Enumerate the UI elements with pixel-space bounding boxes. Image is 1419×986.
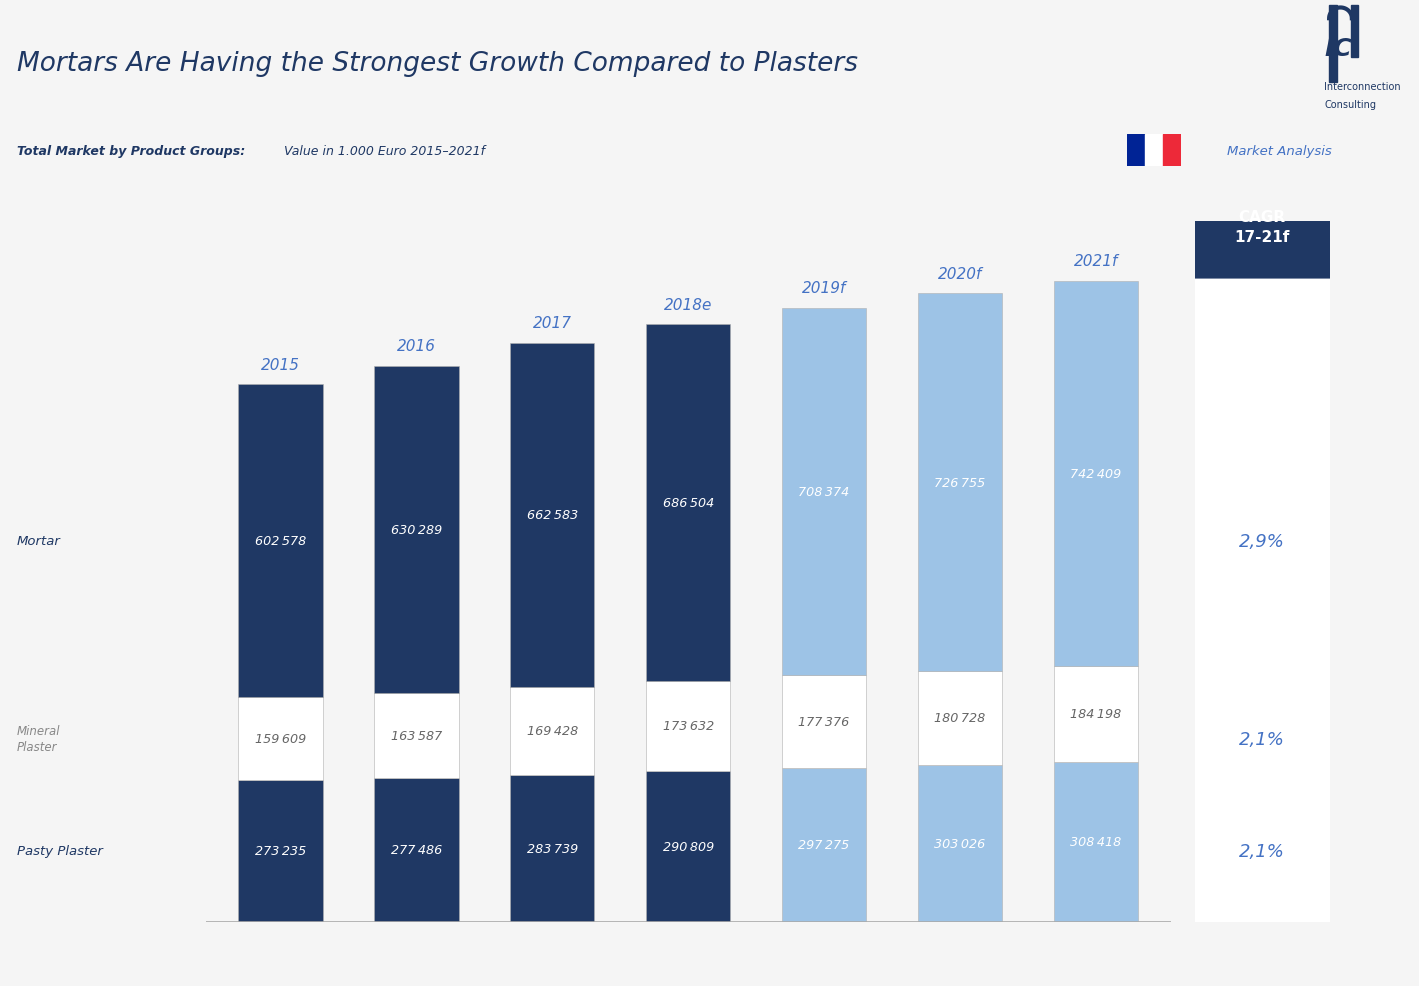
Text: 169 428: 169 428 (526, 725, 578, 738)
Bar (1145, 135, 1162, 167)
FancyBboxPatch shape (0, 274, 1419, 930)
Text: 163 587: 163 587 (390, 729, 443, 742)
Text: 686 504: 686 504 (663, 497, 714, 510)
Text: 180 728: 180 728 (934, 712, 986, 725)
Text: 708 374: 708 374 (799, 486, 850, 499)
Text: 277 486: 277 486 (390, 843, 443, 857)
Text: 297 275: 297 275 (799, 838, 850, 851)
Text: 662 583: 662 583 (526, 509, 578, 522)
Bar (646, 771, 731, 922)
Bar (782, 675, 866, 768)
Text: 2017: 2017 (532, 316, 572, 330)
Bar (1054, 667, 1138, 762)
Text: IC: IC (1324, 36, 1352, 61)
Text: 2,1%: 2,1% (1239, 730, 1286, 747)
Bar (375, 367, 458, 693)
Text: 159 609: 159 609 (255, 733, 307, 745)
Text: CAGR
17-21f: CAGR 17-21f (1235, 210, 1290, 245)
Text: Pasty Plaster: Pasty Plaster (17, 845, 104, 858)
Bar (1162, 135, 1181, 167)
Text: 184 198: 184 198 (1070, 708, 1121, 721)
Text: Interconnection: Interconnection (1324, 82, 1401, 92)
Text: 2019f: 2019f (802, 281, 846, 296)
Bar (1351, 7, 1358, 58)
Bar (646, 325, 731, 681)
Text: Value in 1.000 Euro 2015–2021f: Value in 1.000 Euro 2015–2021f (280, 144, 484, 158)
Text: 308 418: 308 418 (1070, 835, 1121, 848)
Text: Market Analysis: Market Analysis (1227, 144, 1332, 158)
Bar (238, 697, 322, 780)
Bar (1330, 6, 1337, 84)
Bar (375, 778, 458, 922)
Bar (646, 681, 731, 771)
Bar (1054, 762, 1138, 922)
Text: Mineral
Plaster: Mineral Plaster (17, 725, 61, 753)
Bar (782, 309, 866, 675)
Text: 742 409: 742 409 (1070, 467, 1121, 480)
Text: 177 376: 177 376 (799, 715, 850, 729)
Text: 630 289: 630 289 (390, 524, 443, 536)
Text: Mortars Are Having the Strongest Growth Compared to Plasters: Mortars Are Having the Strongest Growth … (17, 51, 858, 77)
Text: Mortar: Mortar (17, 534, 61, 547)
Text: 2,1%: 2,1% (1239, 842, 1286, 860)
Text: 283 739: 283 739 (526, 842, 578, 855)
Bar (918, 765, 1002, 922)
Bar (238, 780, 322, 922)
Text: Total Market by Product Groups:: Total Market by Product Groups: (17, 144, 245, 158)
Text: 2016: 2016 (397, 339, 436, 354)
Text: 273 235: 273 235 (255, 845, 307, 858)
Text: 303 026: 303 026 (934, 837, 986, 850)
Bar (918, 671, 1002, 765)
Bar (511, 343, 595, 687)
Bar (511, 775, 595, 922)
Bar (238, 385, 322, 697)
Text: 2021f: 2021f (1074, 253, 1118, 269)
Bar (1127, 135, 1145, 167)
FancyBboxPatch shape (0, 176, 1419, 279)
Text: 726 755: 726 755 (934, 476, 986, 489)
Bar (1054, 281, 1138, 667)
Text: 173 632: 173 632 (663, 720, 714, 733)
Text: 602 578: 602 578 (255, 534, 307, 547)
Text: 2018e: 2018e (664, 298, 712, 313)
Bar (782, 768, 866, 922)
Text: 2,9%: 2,9% (1239, 532, 1286, 550)
Text: 2020f: 2020f (938, 266, 982, 282)
Text: Consulting: Consulting (1324, 101, 1376, 110)
Text: 2015: 2015 (261, 357, 299, 373)
Text: 290 809: 290 809 (663, 840, 714, 853)
Bar (918, 294, 1002, 671)
Bar (375, 693, 458, 778)
Bar (511, 687, 595, 775)
